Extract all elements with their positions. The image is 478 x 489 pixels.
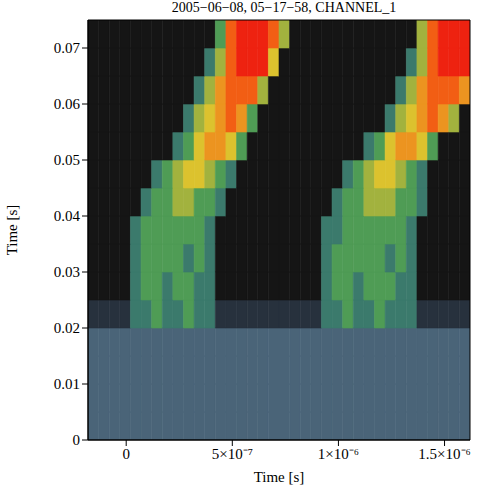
svg-text:Time [s]: Time [s] — [4, 205, 20, 256]
svg-text:0.03: 0.03 — [54, 264, 80, 280]
svg-text:0.01: 0.01 — [54, 376, 80, 392]
svg-text:0.04: 0.04 — [54, 208, 81, 224]
svg-text:0: 0 — [122, 446, 130, 462]
svg-text:0.02: 0.02 — [54, 320, 80, 336]
svg-text:0: 0 — [73, 432, 81, 448]
html-text:2005−06−08, 05−17−58, CHANNEL_: 2005−06−08, 05−17−58, CHANNEL_1 — [171, 0, 397, 15]
svg-text:1.5×10⁻⁶: 1.5×10⁻⁶ — [418, 446, 470, 462]
svg-text:0.07: 0.07 — [54, 40, 81, 56]
svg-text:0.05: 0.05 — [54, 152, 80, 168]
svg-text:0.06: 0.06 — [54, 96, 81, 112]
svg-text:1×10⁻⁶: 1×10⁻⁶ — [318, 446, 359, 462]
svg-text:Time [s]: Time [s] — [254, 469, 305, 485]
svg-text:5×10⁻⁷: 5×10⁻⁷ — [212, 446, 253, 462]
